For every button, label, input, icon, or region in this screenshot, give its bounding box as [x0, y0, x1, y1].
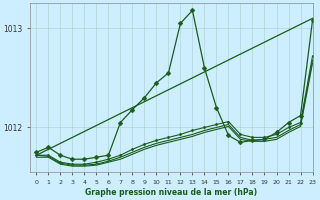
- X-axis label: Graphe pression niveau de la mer (hPa): Graphe pression niveau de la mer (hPa): [85, 188, 258, 197]
